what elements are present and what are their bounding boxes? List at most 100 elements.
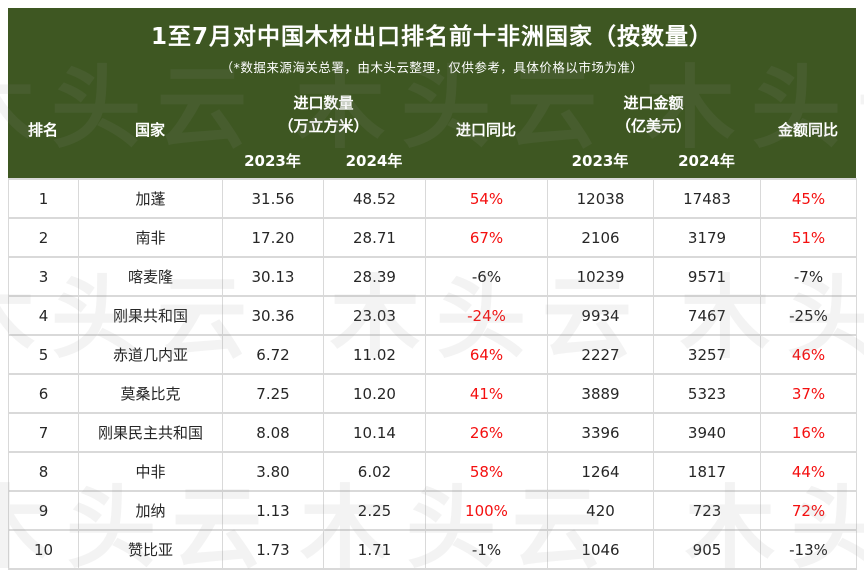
cell-rank: 8 [8,451,79,492]
cell-amt-2023: 10239 [547,256,654,297]
header-amt-year-2023: 2023年 [571,152,629,170]
cell-country: 加纳 [78,490,223,531]
table-row: 7 刚果民主共和国 8.08 10.14 26% 3396 3940 16% [8,412,857,453]
cell-qty-yoy: -6% [425,256,548,297]
cell-amt-2023: 3396 [547,412,654,453]
cell-rank: 4 [8,295,79,336]
cell-country: 赞比亚 [78,529,223,570]
cell-rank: 10 [8,529,79,570]
cell-qty-yoy: 58% [425,451,548,492]
cell-amt-2023: 1264 [547,451,654,492]
cell-rank: 6 [8,373,79,414]
header-amount-yoy: 金额同比 [777,121,838,139]
cell-amt-2024: 723 [653,490,761,531]
cell-amt-2023: 420 [547,490,654,531]
cell-qty-2023: 8.08 [222,412,324,453]
ranking-table: 1 加蓬 31.56 48.52 54% 12038 17483 45% 2 南非 17.20 28.… [8,178,857,570]
cell-qty-2023: 17.20 [222,217,324,258]
cell-qty-yoy: -1% [425,529,548,570]
header-qty-year-2024: 2024年 [345,152,403,170]
cell-amt-2024: 17483 [653,178,761,219]
header-amt-year-2024: 2024年 [678,152,735,170]
cell-rank: 9 [8,490,79,531]
cell-amt-2024: 5323 [653,373,761,414]
cell-country: 莫桑比克 [78,373,223,414]
cell-amt-yoy: 44% [760,451,857,492]
cell-amt-2023: 9934 [547,295,654,336]
header-import-quantity-line2: （万立方米） [278,116,369,135]
table-row: 8 中非 3.80 6.02 58% 1264 1817 44% [8,451,857,492]
cell-country: 南非 [78,217,223,258]
cell-qty-2024: 2.25 [323,490,426,531]
cell-qty-2024: 28.71 [323,217,426,258]
cell-country: 加蓬 [78,178,223,219]
cell-qty-yoy: 54% [425,178,548,219]
table-header-block: 1至7月对中国木材出口排名前十非洲国家（按数量） （*数据来源海关总署，由木头云… [8,8,856,178]
cell-qty-2023: 6.72 [222,334,324,375]
table-row: 10 赞比亚 1.73 1.71 -1% 1046 905 -13% [8,529,857,570]
cell-amt-yoy: 45% [760,178,857,219]
table-row: 2 南非 17.20 28.71 67% 2106 3179 51% [8,217,857,258]
header-import-amount-line2: （亿美元） [615,116,691,135]
cell-amt-2024: 905 [653,529,761,570]
cell-amt-2024: 1817 [653,451,761,492]
cell-country: 刚果共和国 [78,295,223,336]
cell-country: 刚果民主共和国 [78,412,223,453]
cell-amt-yoy: -13% [760,529,857,570]
cell-qty-2023: 30.13 [222,256,324,297]
table-row: 6 莫桑比克 7.25 10.20 41% 3889 5323 37% [8,373,857,414]
cell-amt-yoy: 37% [760,373,857,414]
header-quantity-yoy: 进口同比 [455,121,516,139]
page-subtitle: （*数据来源海关总署，由木头云整理，仅供参考，具体价格以市场为准） [220,60,644,75]
cell-amt-2024: 7467 [653,295,761,336]
cell-amt-2024: 3257 [653,334,761,375]
cell-rank: 5 [8,334,79,375]
cell-qty-yoy: 26% [425,412,548,453]
header-country: 国家 [134,121,165,139]
cell-amt-yoy: -7% [760,256,857,297]
ranking-table-body: 1 加蓬 31.56 48.52 54% 12038 17483 45% 2 南非 17.20 28.… [8,178,857,570]
header-import-quantity-group: 进口数量 （万立方米） [222,82,425,147]
page-title: 1至7月对中国木材出口排名前十非洲国家（按数量） [150,24,713,50]
cell-qty-2024: 48.52 [323,178,426,219]
header-import-quantity-line1: 进口数量 [293,94,354,112]
header-qty-year-2023: 2023年 [244,152,301,170]
cell-qty-2023: 30.36 [222,295,324,336]
cell-amt-2023: 2106 [547,217,654,258]
table-row: 1 加蓬 31.56 48.52 54% 12038 17483 45% [8,178,857,219]
cell-amt-yoy: 51% [760,217,857,258]
header-import-amount-line1: 进口金额 [623,94,684,112]
table-row: 9 加纳 1.13 2.25 100% 420 723 72% [8,490,857,531]
cell-qty-2024: 6.02 [323,451,426,492]
cell-qty-yoy: 67% [425,217,548,258]
cell-qty-2024: 23.03 [323,295,426,336]
table-row: 5 赤道几内亚 6.72 11.02 64% 2227 3257 46% [8,334,857,375]
cell-amt-yoy: 72% [760,490,857,531]
header-rank: 排名 [27,121,58,139]
cell-qty-2024: 1.71 [323,529,426,570]
cell-amt-2024: 3179 [653,217,761,258]
cell-qty-yoy: 100% [425,490,548,531]
cell-rank: 7 [8,412,79,453]
cell-rank: 2 [8,217,79,258]
cell-amt-2024: 3940 [653,412,761,453]
cell-qty-2024: 28.39 [323,256,426,297]
cell-country: 喀麦隆 [78,256,223,297]
cell-amt-yoy: 46% [760,334,857,375]
cell-qty-yoy: -24% [425,295,548,336]
cell-amt-2024: 9571 [653,256,761,297]
table-row: 3 喀麦隆 30.13 28.39 -6% 10239 9571 -7% [8,256,857,297]
table-row: 4 刚果共和国 30.36 23.03 -24% 9934 7467 -25% [8,295,857,336]
cell-qty-2024: 10.20 [323,373,426,414]
cell-qty-2024: 11.02 [323,334,426,375]
cell-qty-yoy: 64% [425,334,548,375]
cell-qty-2024: 10.14 [323,412,426,453]
cell-rank: 1 [8,178,79,219]
cell-qty-2023: 3.80 [222,451,324,492]
cell-qty-2023: 7.25 [222,373,324,414]
column-headers: 排名 国家 进口数量 （万立方米） 进口同比 进口金额 （亿美元） 金额同比 2… [8,82,856,178]
cell-rank: 3 [8,256,79,297]
cell-qty-2023: 31.56 [222,178,324,219]
cell-country: 中非 [78,451,223,492]
cell-qty-yoy: 41% [425,373,548,414]
